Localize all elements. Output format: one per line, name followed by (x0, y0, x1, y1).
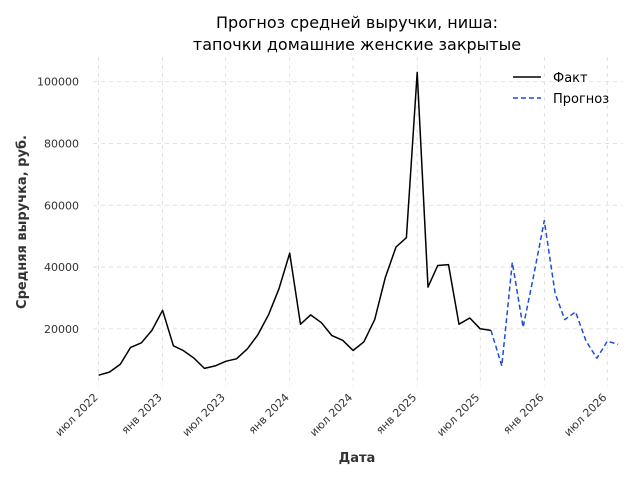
chart-title-line-2: тапочки домашние женские закрытые (193, 35, 521, 54)
legend-label-fact: Факт (553, 71, 588, 86)
x-tick-label-1: янв 2023 (119, 391, 165, 437)
x-tick-label-7: янв 2026 (501, 391, 547, 437)
chart-title-line-1: Прогноз средней выручки, ниша: (216, 13, 498, 32)
x-tick-label-6: июл 2025 (434, 391, 482, 439)
grid (93, 57, 623, 386)
x-axis-ticks: июл 2022 янв 2023 июл 2023 янв 2024 июл 2024… (53, 391, 610, 439)
series-lines (98, 71, 619, 376)
x-tick-label-5: янв 2025 (374, 391, 420, 437)
series-line-0 (98, 71, 492, 376)
y-tick-label-1: 40000 (44, 261, 79, 274)
y-tick-label-3: 80000 (44, 137, 79, 150)
x-tick-label-3: янв 2024 (246, 391, 292, 437)
x-tick-label-2: июл 2023 (180, 391, 228, 439)
x-tick-label-0: июл 2022 (53, 391, 101, 439)
x-tick-label-4: июл 2024 (307, 391, 355, 439)
y-tick-label-4: 100000 (37, 76, 79, 89)
series-line-1 (490, 219, 619, 367)
x-tick-label-8: июл 2026 (561, 391, 609, 439)
y-axis-label: Средняя выручка, руб. (15, 135, 30, 309)
y-tick-label-2: 60000 (44, 199, 79, 212)
y-axis-ticks: 20000 40000 60000 80000 100000 (37, 76, 79, 336)
y-tick-label-0: 20000 (44, 323, 79, 336)
legend: Факт Прогноз (513, 71, 609, 107)
legend-label-forecast: Прогноз (553, 92, 609, 107)
x-axis-label: Дата (339, 451, 376, 466)
